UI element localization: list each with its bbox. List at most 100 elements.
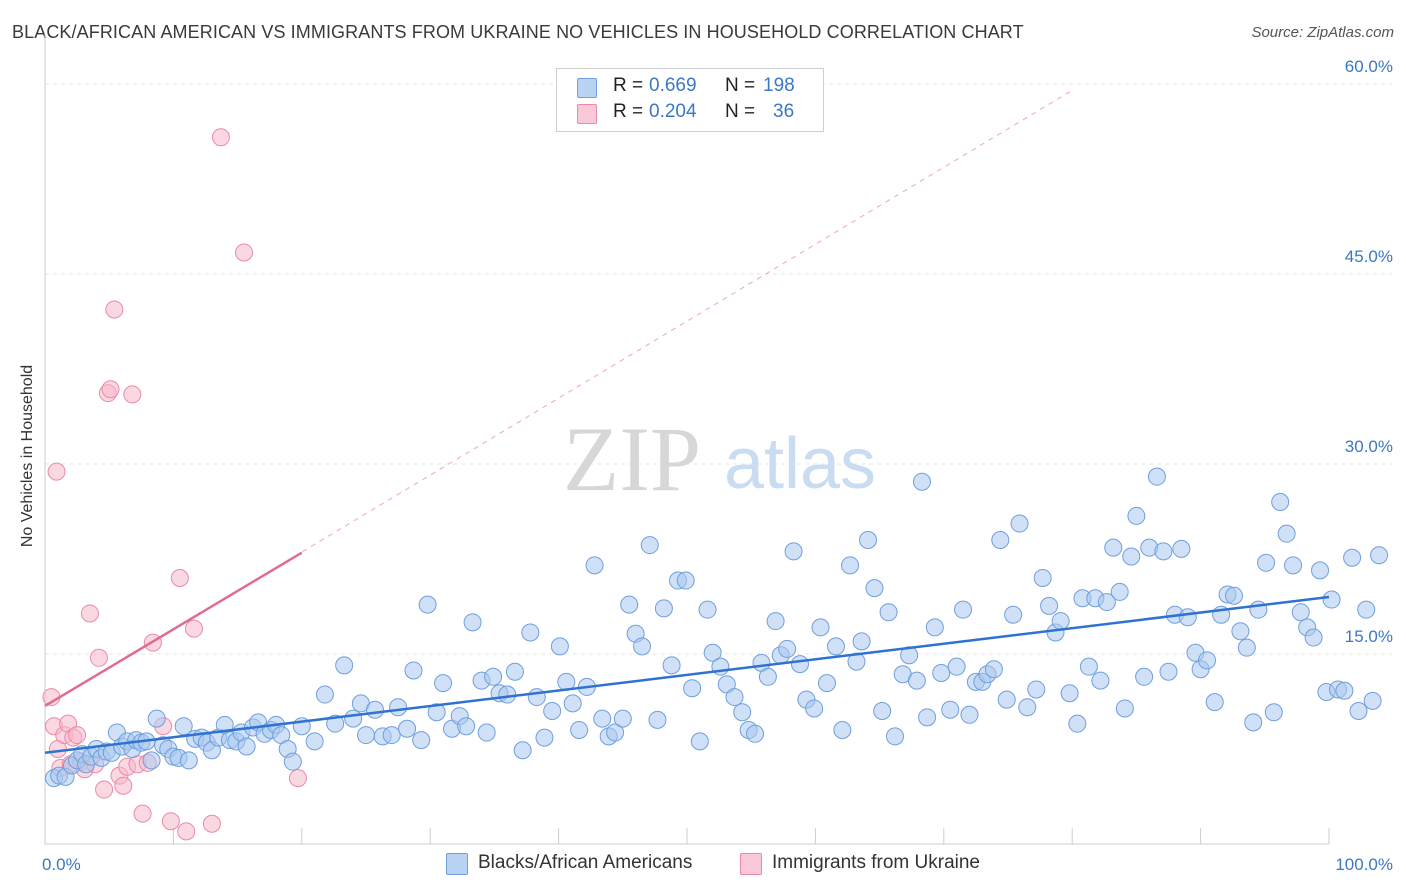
black-point — [593, 709, 612, 728]
legend-r-label: R = — [613, 101, 644, 122]
black-point — [1027, 680, 1046, 699]
black-point — [389, 698, 408, 717]
black-point — [852, 632, 871, 651]
black-point — [790, 655, 809, 674]
black-points — [44, 467, 1389, 788]
black-point — [1147, 467, 1166, 486]
black-point — [563, 694, 582, 713]
black-point — [1224, 586, 1243, 605]
black-point — [335, 656, 354, 675]
black-point — [484, 667, 503, 686]
black-point — [1291, 603, 1310, 622]
black-point — [179, 751, 198, 770]
black-point — [746, 724, 765, 743]
black-point — [505, 662, 524, 681]
black-point — [1370, 546, 1389, 565]
black-point — [606, 723, 625, 742]
black-point — [521, 623, 540, 642]
ukraine-point — [89, 648, 108, 667]
trend-lines — [44, 89, 1330, 755]
black-point — [1172, 539, 1191, 558]
ukraine-point — [105, 300, 124, 319]
chart-title: BLACK/AFRICAN AMERICAN VS IMMIGRANTS FRO… — [12, 22, 1024, 42]
black-point — [1198, 651, 1217, 670]
black-point — [690, 732, 709, 751]
black-point — [633, 637, 652, 656]
black-point — [886, 727, 905, 746]
black-point — [543, 702, 562, 720]
black-point — [859, 531, 878, 549]
ukraine-point — [211, 128, 230, 147]
gridlines — [45, 83, 1392, 655]
black-point — [1154, 542, 1173, 561]
black-point — [725, 688, 744, 707]
black-point — [758, 667, 777, 686]
black-point — [1068, 714, 1087, 733]
black-point — [620, 595, 639, 614]
black-point — [418, 595, 437, 614]
ukraine-point — [170, 569, 189, 587]
black-point — [463, 613, 482, 632]
black-point — [237, 737, 256, 756]
black-point — [1091, 671, 1110, 690]
black-point — [925, 618, 944, 637]
black-point — [147, 709, 166, 728]
black-point — [817, 674, 836, 693]
stats-legend: R = 0.669 N = 198 R = 0.204 N = 36 — [556, 68, 824, 132]
ukraine-point — [133, 804, 152, 823]
black-point — [733, 703, 752, 722]
black-point — [527, 688, 546, 707]
black-point — [404, 661, 423, 680]
black-point — [357, 726, 375, 745]
black-point — [1357, 600, 1376, 619]
black-point — [412, 731, 431, 750]
ukraine-point — [177, 822, 196, 841]
black-point — [382, 726, 401, 745]
black-point — [879, 603, 898, 622]
ukraine-point — [80, 604, 99, 623]
black-point — [1178, 608, 1197, 627]
legend-r-value: 0.669 — [649, 75, 697, 96]
black-point — [805, 699, 824, 718]
bottom-swatch-blue — [446, 853, 468, 875]
legend-row-blacks: R = 0.669 N = 198 — [557, 75, 823, 101]
legend-n-label: N = — [725, 101, 756, 122]
black-point — [1004, 605, 1023, 624]
y-tick-label: 60.0% — [1345, 57, 1393, 76]
ukraine-point — [288, 769, 307, 788]
black-point — [398, 719, 417, 738]
ukraine-point — [47, 462, 66, 481]
black-point — [1257, 553, 1276, 572]
black-point — [1122, 547, 1141, 566]
ukraine-point — [68, 726, 87, 745]
black-point — [766, 612, 785, 631]
ukraine-point — [184, 619, 203, 638]
black-point — [907, 671, 926, 690]
black-point — [947, 657, 966, 676]
legend-r-value: 0.204 — [649, 101, 697, 122]
black-trend-line — [44, 595, 1330, 755]
black-point — [1104, 538, 1123, 557]
bottom-swatch-pink — [740, 853, 762, 875]
black-point — [1159, 662, 1178, 681]
legend-swatch-blue — [577, 78, 597, 98]
black-point — [932, 664, 951, 682]
black-point — [954, 600, 973, 619]
black-point — [1040, 596, 1059, 615]
black-point — [477, 723, 496, 742]
black-point — [811, 618, 830, 637]
black-point — [654, 599, 673, 618]
black-point — [991, 531, 1010, 549]
bottom-legend-ukraine: Immigrants from Ukraine — [740, 852, 1020, 876]
black-point — [142, 751, 161, 770]
black-point — [1284, 556, 1303, 575]
black-point — [1237, 638, 1256, 657]
legend-n-label: N = — [725, 75, 756, 96]
black-point — [1010, 514, 1029, 533]
black-point — [778, 639, 797, 658]
black-point — [997, 690, 1016, 709]
y-tick-label: 15.0% — [1345, 627, 1393, 646]
black-point — [1335, 681, 1354, 700]
axes — [44, 34, 1330, 845]
y-tick-label: 45.0% — [1345, 247, 1393, 266]
